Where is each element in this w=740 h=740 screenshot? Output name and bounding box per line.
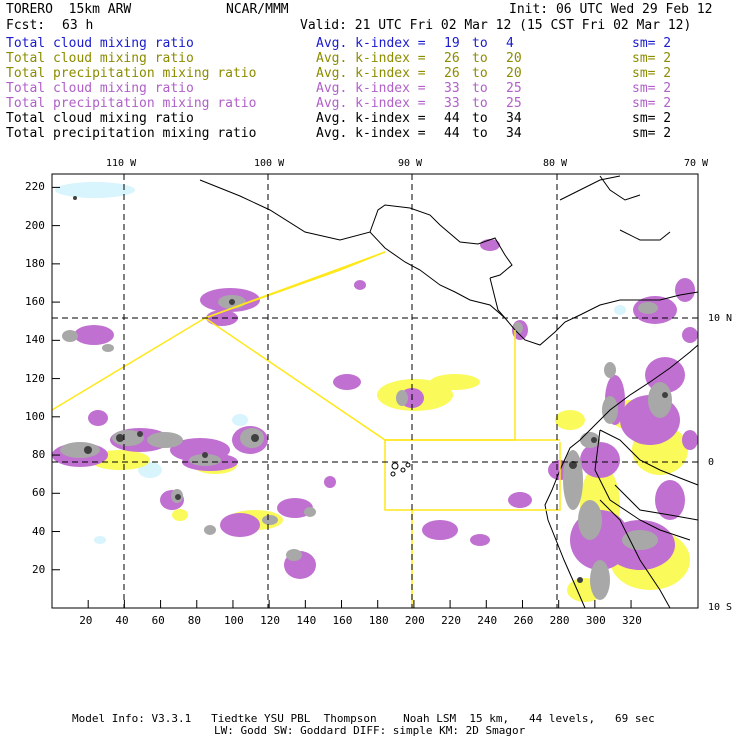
legend-k-end: 34	[506, 111, 522, 126]
y-tick-label: 180	[25, 256, 45, 270]
lat-label-0: 0	[708, 457, 715, 468]
legend-smoothing: sm= 2	[632, 96, 672, 111]
legend-avg-label: Avg. k-index =	[316, 66, 426, 81]
x-tick-label: 240	[477, 614, 498, 627]
coastlines	[199, 175, 699, 609]
legend-k-start: 26	[444, 51, 460, 66]
legend-to: to	[472, 51, 488, 66]
y-tick-label: 200	[25, 218, 45, 232]
latlon-grid	[52, 174, 698, 608]
legend-smoothing: sm= 2	[632, 66, 672, 81]
x-tick-label: 200	[404, 614, 425, 627]
legend-smoothing: sm= 2	[632, 36, 672, 51]
model-title: TORERO 15km ARW	[6, 2, 132, 17]
x-tick-label: 180	[368, 614, 389, 627]
legend-to: to	[472, 81, 488, 96]
legend-k-start: 19	[444, 36, 460, 51]
x-tick-label: 120	[260, 614, 281, 627]
legend-k-end: 20	[506, 51, 522, 66]
x-tick-label: 160	[332, 614, 353, 627]
legend-avg-label: Avg. k-index =	[316, 36, 426, 51]
x-tick-label: 60	[151, 614, 165, 627]
legend-smoothing: sm= 2	[632, 51, 672, 66]
legend-to: to	[472, 96, 488, 111]
legend-to: to	[472, 111, 488, 126]
legend-field: Total cloud mixing ratio	[6, 81, 194, 96]
precip-fields	[52, 182, 698, 602]
legend-k-end: 4	[506, 36, 514, 51]
org-label: NCAR/MMM	[226, 2, 289, 17]
x-tick-label: 220	[441, 614, 461, 627]
legend-smoothing: sm= 2	[632, 126, 672, 141]
y-tick-label: 80	[32, 448, 46, 462]
x-tick-label: 300	[585, 614, 606, 627]
footer-model-info: Model Info: V3.3.1 Tiedtke YSU PBL Thomp…	[72, 712, 655, 725]
valid-time: Valid: 21 UTC Fri 02 Mar 12 (15 CST Fri …	[300, 18, 692, 33]
init-time: Init: 06 UTC Wed 29 Feb 12	[509, 2, 713, 17]
legend-k-start: 33	[444, 96, 460, 111]
legend-to: to	[472, 36, 488, 51]
legend-k-start: 44	[444, 126, 460, 141]
legend-avg-label: Avg. k-index =	[316, 51, 426, 66]
lon-label-100w: 100 W	[254, 158, 285, 169]
x-tick-label: 40	[115, 614, 129, 627]
y-tick-label: 40	[32, 524, 46, 538]
y-tick-label: 120	[25, 371, 45, 385]
legend-avg-label: Avg. k-index =	[316, 126, 426, 141]
legend-field: Total cloud mixing ratio	[6, 111, 194, 126]
galapagos	[390, 462, 411, 477]
y-tick-label: 100	[25, 409, 45, 423]
legend-k-end: 25	[506, 81, 522, 96]
y-tick-label: 20	[32, 562, 46, 576]
legend-to: to	[472, 126, 488, 141]
legend-k-end: 20	[506, 66, 522, 81]
x-tick-label: 80	[187, 614, 201, 627]
y-tick-label: 140	[25, 333, 45, 347]
legend-field: Total precipitation mixing ratio	[6, 96, 257, 111]
legend-avg-label: Avg. k-index =	[316, 96, 426, 111]
legend-k-start: 26	[444, 66, 460, 81]
legend-k-end: 34	[506, 126, 522, 141]
legend-avg-label: Avg. k-index =	[316, 111, 426, 126]
x-tick-label: 140	[296, 614, 317, 627]
legend-k-start: 33	[444, 81, 460, 96]
plot-frame	[51, 173, 699, 609]
x-tick-label: 280	[549, 614, 570, 627]
x-tick-label: 20	[79, 614, 93, 627]
legend-field: Total precipitation mixing ratio	[6, 126, 257, 141]
legend-field: Total cloud mixing ratio	[6, 51, 194, 66]
legend-k-start: 44	[444, 111, 460, 126]
lon-label-110w: 110 W	[106, 158, 137, 169]
y-tick-label: 60	[32, 486, 46, 500]
forecast-label: Fcst:	[6, 18, 46, 33]
x-tick-label: 320	[622, 614, 642, 627]
legend-field: Total cloud mixing ratio	[6, 36, 194, 51]
x-tick-label: 100	[223, 614, 244, 627]
footer-physics-info: LW: Godd SW: Goddard DIFF: simple KM: 2D…	[214, 724, 526, 737]
forecast-hour: 63 h	[62, 18, 94, 33]
legend-field: Total precipitation mixing ratio	[6, 66, 257, 81]
x-axis-ticks	[87, 600, 632, 608]
lon-label-70w: 70 W	[684, 158, 709, 169]
y-axis-ticks	[52, 186, 60, 571]
legend-smoothing: sm= 2	[632, 81, 672, 96]
legend-k-end: 25	[506, 96, 522, 111]
legend-avg-label: Avg. k-index =	[316, 81, 426, 96]
y-tick-label: 160	[25, 295, 45, 309]
lat-label-10s: 10 S	[708, 602, 733, 613]
y-tick-label: 220	[25, 180, 45, 194]
legend-to: to	[472, 66, 488, 81]
lon-label-90w: 90 W	[398, 158, 423, 169]
lon-label-80w: 80 W	[543, 158, 568, 169]
lat-label-10n: 10 N	[708, 313, 733, 324]
x-tick-label: 260	[513, 614, 534, 627]
legend-smoothing: sm= 2	[632, 111, 672, 126]
